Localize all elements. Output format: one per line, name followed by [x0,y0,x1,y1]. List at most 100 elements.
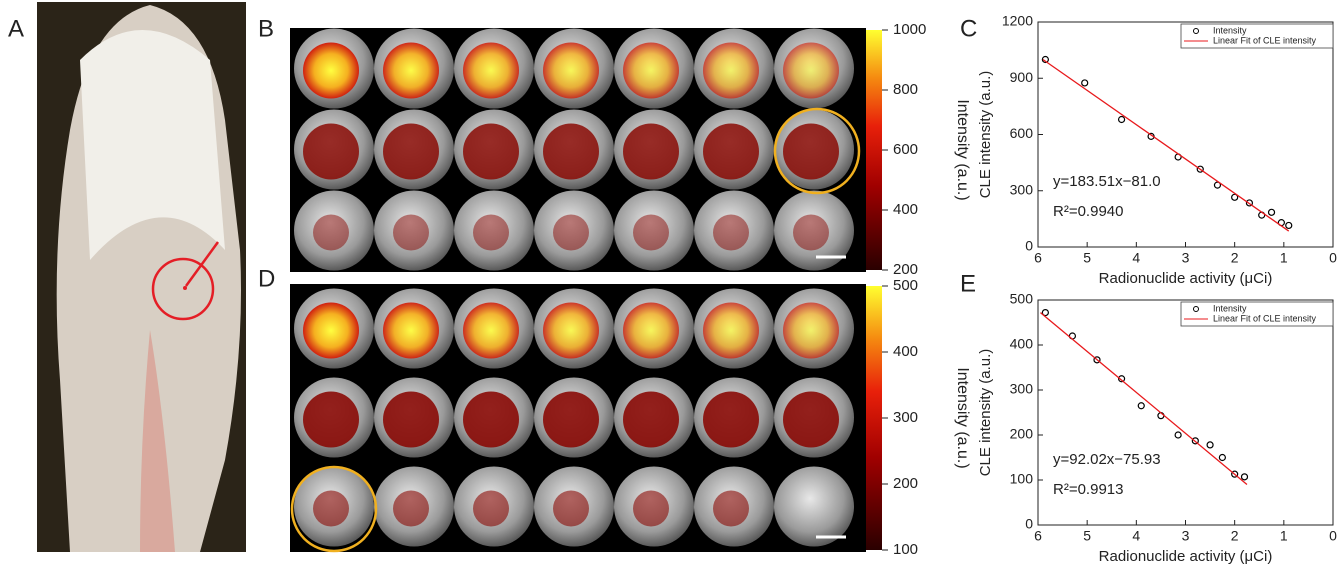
tile-signal [383,303,439,359]
tile-signal [553,491,589,527]
tile-signal [623,124,679,180]
x-tick-label: 1 [1280,528,1288,544]
tile-signal [543,43,599,99]
x-tick-label: 5 [1083,528,1091,544]
data-point [1082,80,1088,86]
colorbar-tick-label: 100 [893,541,918,558]
x-tick-label: 1 [1280,250,1288,266]
colorbar [866,286,882,550]
data-point [1207,442,1213,448]
x-tick-label: 2 [1231,250,1239,266]
y-tick-label: 200 [1010,426,1034,442]
tile-signal [303,392,359,448]
colorbar-label: Intensity (a.u.) [954,367,971,468]
legend-label: Intensity [1213,303,1247,313]
x-tick-label: 0 [1329,250,1337,266]
tile-signal [703,43,759,99]
x-tick-label: 4 [1132,528,1140,544]
colorbar [866,30,882,270]
annotation: R²=0.9913 [1053,481,1123,498]
panel-label: E [960,270,976,297]
tile-signal [473,491,509,527]
tile-signal [303,303,359,359]
panel-label: B [258,15,274,42]
tile-signal [623,392,679,448]
legend-label: Linear Fit of CLE intensity [1213,313,1317,323]
tile-signal [783,392,839,448]
y-tick-label: 400 [1010,336,1034,352]
tile-signal [783,124,839,180]
tile-signal [383,124,439,180]
y-tick-label: 300 [1010,381,1034,397]
tile-signal [313,491,349,527]
colorbar-tick-label: 1000 [893,21,926,38]
y-tick-label: 500 [1010,291,1034,307]
y-tick-label: 1200 [1002,13,1033,29]
panel-label: D [258,265,275,292]
mouse-photo [37,2,246,552]
data-point [1219,455,1225,461]
tile-signal [783,303,839,359]
y-axis-label: CLE intensity (a.u.) [977,349,994,477]
tile-signal [633,491,669,527]
data-point [1138,403,1144,409]
colorbar-tick-label: 200 [893,475,918,492]
colorbar-tick-label: 200 [893,261,918,278]
tile-signal [703,392,759,448]
data-point [1286,222,1292,228]
tile-signal [553,215,589,251]
tile-signal [543,303,599,359]
annotation: y=92.02x−75.93 [1053,451,1161,468]
x-axis-label: Radionuclide activity (μCi) [1099,548,1273,565]
tile-signal [703,303,759,359]
tile-signal [713,215,749,251]
tile-signal [463,392,519,448]
panel-label: A [8,15,24,42]
x-tick-label: 5 [1083,250,1091,266]
annotation: y=183.51x−81.0 [1053,173,1161,190]
tile-signal [303,43,359,99]
tile-signal [393,491,429,527]
data-point [1175,432,1181,438]
x-tick-label: 2 [1231,528,1239,544]
y-tick-label: 0 [1025,238,1033,254]
tile-signal [463,303,519,359]
legend-label: Linear Fit of CLE intensity [1213,35,1317,45]
tile-signal [703,124,759,180]
figure: ABCDE2004006008001000Intensity (a.u.)100… [0,0,1341,571]
x-tick-label: 3 [1182,528,1190,544]
tile-signal [633,215,669,251]
x-tick-label: 0 [1329,528,1337,544]
x-tick-label: 4 [1132,250,1140,266]
y-tick-label: 300 [1010,181,1034,197]
colorbar-tick-label: 400 [893,201,918,218]
y-tick-label: 600 [1010,125,1034,141]
tile-signal [543,392,599,448]
tile-signal [393,215,429,251]
colorbar-tick-label: 300 [893,409,918,426]
y-tick-label: 0 [1025,516,1033,532]
tile-signal [473,215,509,251]
data-point [1119,117,1125,123]
tile-signal [543,124,599,180]
colorbar-tick-label: 800 [893,81,918,98]
y-tick-label: 100 [1010,471,1034,487]
tile-signal [313,215,349,251]
x-tick-label: 6 [1034,528,1042,544]
tile-signal [713,491,749,527]
tile-signal [623,303,679,359]
y-tick-label: 900 [1010,69,1034,85]
panel-label: C [960,15,977,42]
tile-signal [623,43,679,99]
data-point [1269,209,1275,215]
colorbar-tick-label: 500 [893,277,918,294]
x-tick-label: 3 [1182,250,1190,266]
tile-disk [774,467,854,547]
tile-signal [793,215,829,251]
tile-signal [463,124,519,180]
y-axis-label: CLE intensity (a.u.) [977,71,994,199]
tile-signal [383,43,439,99]
colorbar-label: Intensity (a.u.) [954,99,971,200]
tile-signal [303,124,359,180]
colorbar-tick-label: 600 [893,141,918,158]
